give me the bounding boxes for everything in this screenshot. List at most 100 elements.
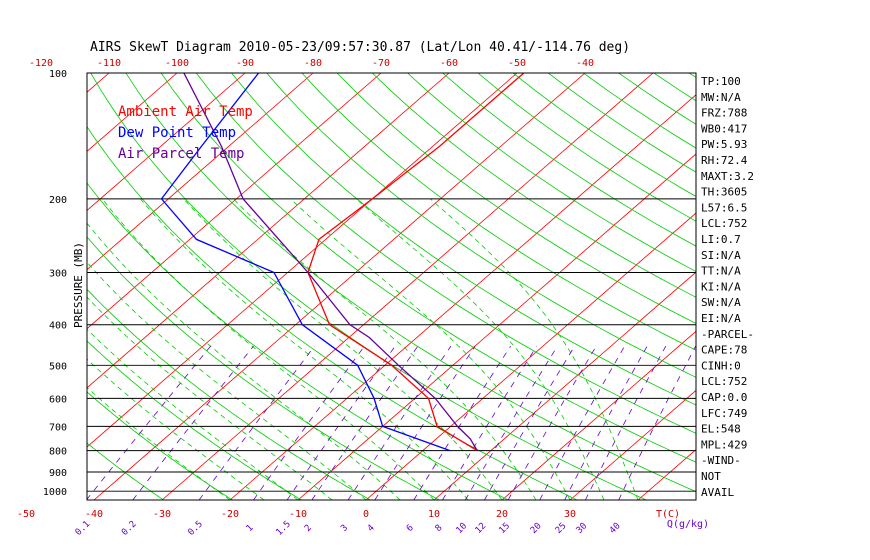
stability-index: LI:0.7	[701, 233, 741, 246]
bottom-temp-tick-label: -50	[17, 509, 35, 520]
isotherm	[0, 73, 41, 500]
dry-adiabat	[125, 73, 696, 493]
mixing-ratio-line	[564, 345, 648, 500]
stability-index: L57:6.5	[701, 201, 747, 214]
mixing-ratio-line	[132, 345, 254, 500]
dry-adiabat	[653, 73, 696, 102]
dry-adiabat	[87, 125, 578, 500]
isotherm	[87, 73, 382, 330]
stability-index: CAP:0.0	[701, 391, 747, 404]
top-temp-tick-label: -80	[304, 58, 322, 69]
stability-index: EL:548	[701, 423, 741, 436]
mixing-ratio-tick-label: 8	[434, 523, 445, 534]
mixing-ratio-line	[347, 345, 452, 500]
plot-frame	[86, 72, 697, 501]
dry-adiabat	[618, 73, 696, 125]
moist-adiabat	[87, 386, 231, 500]
bottom-temp-tick-label: 0	[363, 509, 369, 520]
stability-index: TT:N/A	[701, 265, 741, 278]
mixing-ratio-tick-label: 10	[455, 521, 470, 536]
stability-index: CINH:0	[701, 359, 741, 372]
stability-index: SW:N/A	[701, 296, 741, 309]
pressure-tick-label: 900	[49, 468, 67, 479]
bottom-temp-tick-label: 10	[428, 509, 440, 520]
legend-item: Air Parcel Temp	[118, 146, 244, 162]
mixing-ratio-line	[198, 345, 315, 500]
moist-adiabat	[140, 198, 469, 500]
mixing-ratio-line	[585, 345, 667, 500]
dewpoint-line	[160, 73, 451, 452]
ambient-temp-line	[307, 73, 525, 452]
pressure-tick-label: 700	[49, 422, 67, 433]
stability-index: KI:N/A	[701, 280, 741, 293]
dry-adiabat	[301, 73, 696, 351]
moist-adiabat	[87, 296, 333, 500]
mixing-ratio-line	[87, 345, 211, 500]
mixing-ratio-line	[286, 345, 396, 500]
mixing-ratio-line	[618, 345, 696, 500]
stability-index: LCL:752	[701, 375, 747, 388]
dry-adiabat	[90, 73, 647, 500]
mixing-ratio-line	[539, 345, 625, 500]
dry-adiabat	[87, 340, 302, 500]
legend-item: Dew Point Temp	[118, 125, 236, 141]
top-temp-tick-label: -70	[372, 58, 390, 69]
mixing-ratio-tick-label: 4	[366, 523, 377, 534]
bottom-temp-tick-label: 20	[496, 509, 508, 520]
dry-adiabat	[87, 391, 233, 500]
pressure-tick-label: 500	[49, 361, 67, 372]
stability-index: EI:N/A	[701, 312, 741, 325]
mixing-ratio-line	[484, 345, 575, 500]
bottom-temp-tick-label: -20	[221, 509, 239, 520]
dry-adiabat	[87, 288, 371, 500]
stability-index: MPL:429	[701, 438, 747, 451]
dry-adiabat	[87, 236, 440, 500]
isotherm	[569, 389, 696, 500]
bottom-temp-tick-label: -10	[289, 509, 307, 520]
isotherm	[297, 153, 696, 500]
dry-adiabat	[372, 73, 696, 298]
isotherm	[93, 73, 586, 500]
stability-index: NOT	[701, 470, 721, 483]
stability-index: PW:5.93	[701, 138, 747, 151]
moist-adiabat	[87, 358, 265, 500]
isotherm	[87, 73, 178, 152]
mixing-ratio-tick-label: 2	[303, 523, 314, 534]
mixing-ratio-tick-label: 0.1	[74, 519, 93, 538]
isotherm	[87, 73, 246, 211]
dry-adiabat	[512, 73, 696, 197]
stability-index: SI:N/A	[701, 249, 741, 262]
isotherm	[87, 73, 518, 448]
mixing-ratio-tick-label: 1.5	[274, 519, 293, 538]
dry-adiabat	[231, 73, 696, 406]
stability-index: WB0:417	[701, 122, 747, 135]
stability-index: MAXT:3.2	[701, 170, 754, 183]
mixing-ratio-tick-label: 25	[554, 521, 569, 536]
mixing-ratio-line	[374, 345, 476, 500]
isotherm	[87, 73, 450, 389]
moist-adiabat	[87, 328, 299, 500]
pressure-tick-label: 800	[49, 447, 67, 458]
stability-index: AVAIL	[701, 486, 734, 499]
stability-index: LCL:752	[701, 217, 747, 230]
stability-index: -WIND-	[701, 454, 741, 467]
parcel-temp-line	[183, 73, 478, 451]
top-temp-tick-label: -110	[97, 58, 121, 69]
y-axis-label: PRESSURE (MB)	[72, 242, 85, 328]
top-temp-tick-label: -100	[165, 58, 189, 69]
moist-adiabat	[430, 198, 639, 500]
dry-adiabat	[266, 73, 696, 378]
mixing-ratio-tick-label: 3	[339, 523, 350, 534]
mixing-ratio-tick-label: 30	[575, 521, 590, 536]
dry-adiabat	[87, 182, 509, 500]
stability-index: MW:N/A	[701, 91, 741, 104]
bottom-temp-unit: T(C)	[656, 509, 680, 520]
isotherm	[433, 271, 696, 500]
mixing-ratio-tick-label: 40	[608, 521, 623, 536]
moist-adiabat	[87, 222, 401, 500]
pressure-tick-label: 1000	[43, 487, 67, 498]
pressure-tick-label: 600	[49, 394, 67, 405]
stability-index: RH:72.4	[701, 154, 748, 167]
isotherm	[87, 73, 110, 93]
